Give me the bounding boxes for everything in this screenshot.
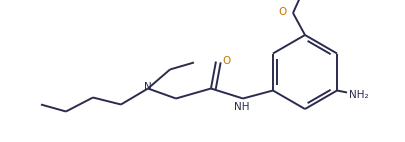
Text: O: O (222, 57, 230, 66)
Text: NH₂: NH₂ (348, 89, 368, 100)
Text: NH: NH (234, 103, 249, 112)
Text: O: O (278, 7, 286, 17)
Text: N: N (144, 83, 151, 92)
